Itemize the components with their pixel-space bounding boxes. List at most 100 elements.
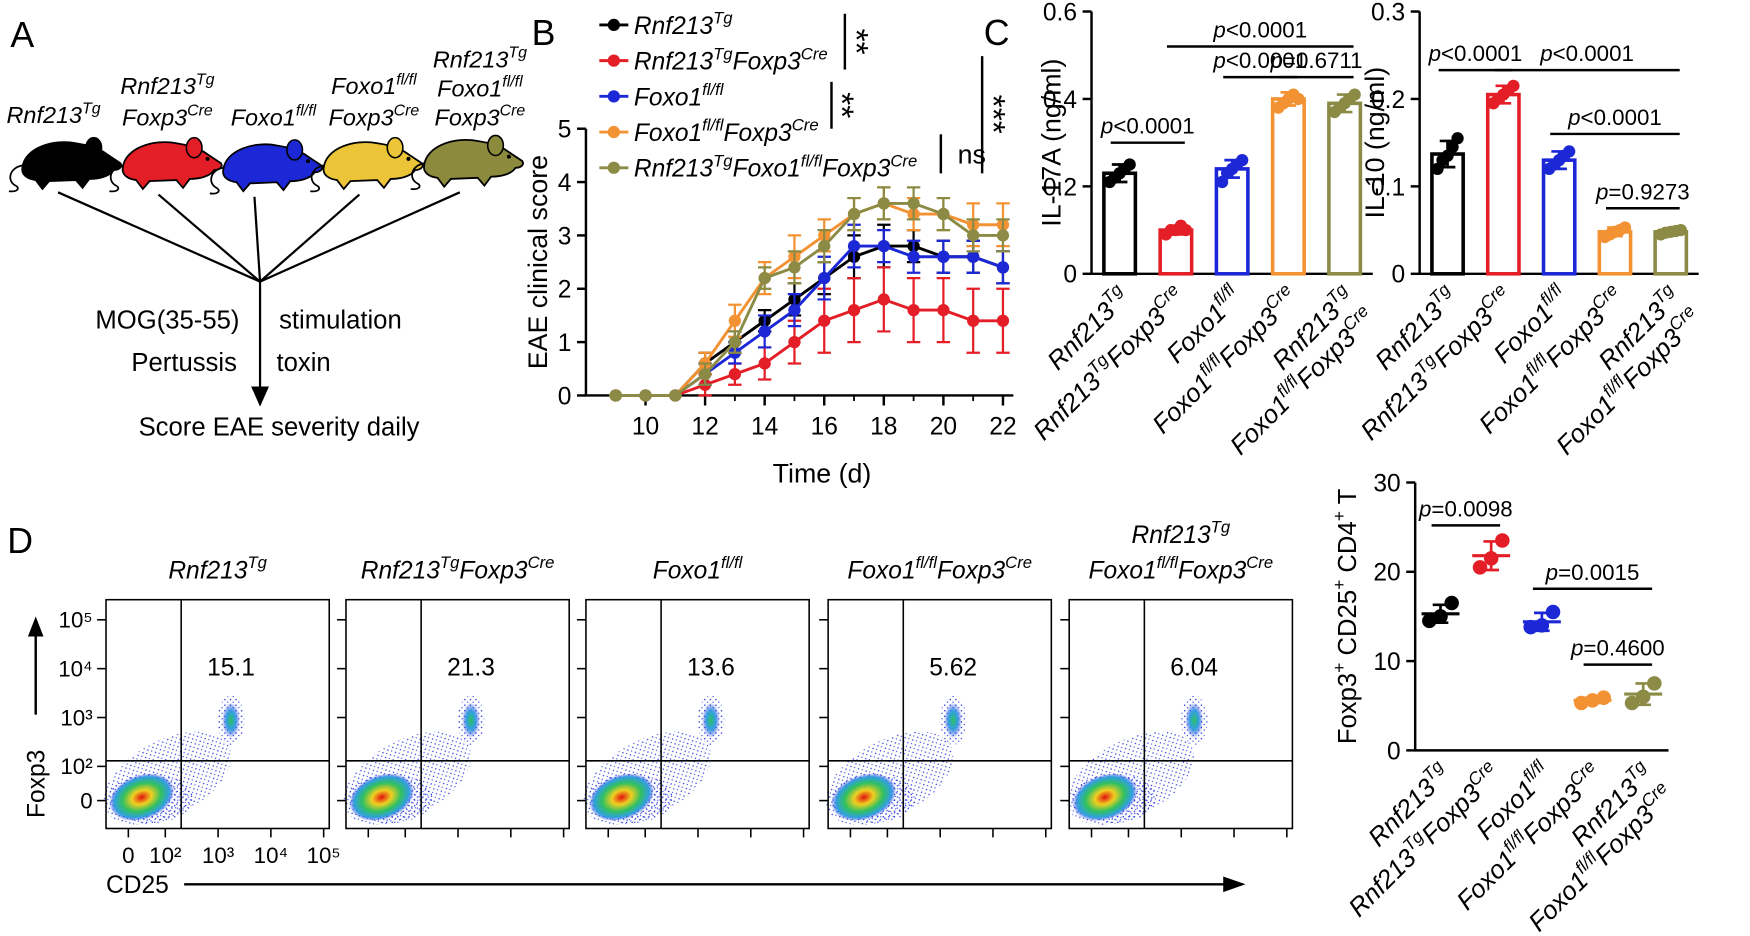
data-point <box>847 303 861 317</box>
gate-percent: 21.3 <box>447 655 495 682</box>
converging-lines <box>57 191 461 391</box>
data-point <box>1123 158 1136 171</box>
label-part: Foxp3 <box>723 120 792 147</box>
bar <box>1485 92 1521 276</box>
label-part: Foxo1 <box>231 104 296 130</box>
label-part: p <box>1567 105 1580 130</box>
label-part: p <box>1100 114 1113 139</box>
series-line <box>615 201 1003 397</box>
label-part: fl/fl <box>296 103 317 120</box>
p-value-label-line: p<0.0001 <box>1100 114 1195 139</box>
density-cluster <box>222 702 240 739</box>
p-value-label: p=0.6711 <box>1269 48 1362 73</box>
significance-label: *** <box>974 95 1011 134</box>
p-value-label: p<0.0001 <box>1212 48 1307 73</box>
density-core <box>831 773 897 822</box>
label-part: =0.6711 <box>1283 48 1363 73</box>
mouse-label: Rnf213TgFoxo1fl/flFoxp3Cre <box>433 44 527 130</box>
label-part: p <box>1212 48 1225 73</box>
label-part: p <box>1269 48 1282 73</box>
plot-title: Rnf213Tg Foxo1fl/flFoxp3Cre <box>1088 517 1273 584</box>
data-point <box>937 250 950 263</box>
label-part: Rnf213 <box>1344 844 1423 923</box>
data-point <box>1433 609 1448 624</box>
data-point <box>1647 676 1662 691</box>
y-tick-label: 0.2 <box>1043 174 1077 201</box>
data-point <box>609 389 622 402</box>
mouse-label-line: Rnf213Tg <box>7 100 101 128</box>
panel-label: A <box>10 15 34 55</box>
legend-label-line: Rnf213TgFoxp3Cre <box>634 44 828 75</box>
data-point <box>877 293 890 306</box>
x-tick-label: 10 <box>632 414 659 441</box>
data-point <box>877 197 890 210</box>
p-value-label-line: p<0.0001 <box>1567 105 1662 130</box>
data-point <box>907 250 920 263</box>
density-core <box>589 773 655 822</box>
p-value-label-line: p=0.6711 <box>1269 48 1362 73</box>
data-point <box>728 367 742 381</box>
data-point <box>847 239 861 253</box>
gate-percent: 15.1 <box>207 655 255 682</box>
label-part: p <box>1545 560 1558 585</box>
label-part: Foxo1 <box>331 73 396 99</box>
plot-title: Foxo1fl/flFoxp3Cre <box>847 553 1032 584</box>
label-part: <0.0001 <box>1581 105 1662 130</box>
label-part: =0.9273 <box>1608 179 1689 204</box>
mouse <box>8 136 123 193</box>
label-part: fl/fl <box>916 553 939 572</box>
y-tick-label: 0.3 <box>1371 0 1405 26</box>
data-point <box>728 314 742 327</box>
x-tick-label: 12 <box>691 414 718 441</box>
data-point <box>1422 613 1437 629</box>
label-part: Foxo1 <box>733 156 801 183</box>
y-tick-label: 10⁴ <box>58 656 92 681</box>
density-cluster <box>702 702 720 739</box>
label-part: Foxo1 <box>1088 557 1156 584</box>
legend-marker <box>607 90 620 103</box>
x-tick-label: Rnf213TgFoxo1fl/flFoxp3Cre <box>1225 279 1372 460</box>
p-value-label-line: p<0.0001 <box>1212 18 1307 43</box>
label-part: p <box>1539 41 1552 66</box>
p-value-label: p=0.0098 <box>1418 496 1513 521</box>
p-value-label: p<0.0001 <box>1212 18 1307 43</box>
label-part: Rnf213 <box>634 49 714 76</box>
legend-label: Rnf213TgFoxo1fl/flFoxp3Cre <box>634 151 917 182</box>
label-part: Rnf213 <box>433 46 509 72</box>
label-part: Foxp3 <box>822 156 891 183</box>
data-point <box>818 314 831 327</box>
label-part: + <box>1329 511 1349 521</box>
y-tick-label: 0 <box>1063 262 1077 289</box>
label-part: Foxo1 <box>634 84 702 111</box>
label-part: Tg <box>713 9 733 28</box>
label-part: CD25 <box>1334 590 1362 663</box>
data-point <box>639 389 652 402</box>
label-part: Rnf213 <box>1356 367 1435 446</box>
p-value-label: p=0.0015 <box>1545 560 1640 585</box>
data-point <box>1523 619 1538 635</box>
p-value-label: p=0.9273 <box>1595 179 1690 204</box>
arrowhead <box>251 386 269 407</box>
plot-title: Rnf213TgFoxp3Cre <box>361 553 555 584</box>
label-part: Cre <box>394 103 420 120</box>
label-part: Rnf213 <box>1028 367 1107 446</box>
mouse-label-line: Foxp3Cre <box>329 103 420 131</box>
y-tick-label: 30 <box>1373 470 1400 497</box>
mouse-label-line: Foxo1fl/fl <box>437 74 523 102</box>
density-core <box>1072 773 1138 822</box>
significance-label: ** <box>822 92 859 118</box>
data-point <box>1507 79 1520 92</box>
label-part: Foxp3 <box>122 104 187 130</box>
label-part: Foxp3 <box>1178 557 1247 584</box>
p-value-label-line: p<0.0001 <box>1212 48 1307 73</box>
plot-title-line: Foxo1fl/fl <box>653 553 744 584</box>
bar <box>1541 158 1577 276</box>
data-point <box>907 303 920 317</box>
data-point <box>1495 533 1510 548</box>
data-point <box>967 229 980 242</box>
data-point <box>1674 223 1687 237</box>
label-part: T <box>1334 488 1362 511</box>
gate-percent: 5.62 <box>929 655 977 682</box>
y-axis-title: EAE clinical score <box>523 155 553 369</box>
